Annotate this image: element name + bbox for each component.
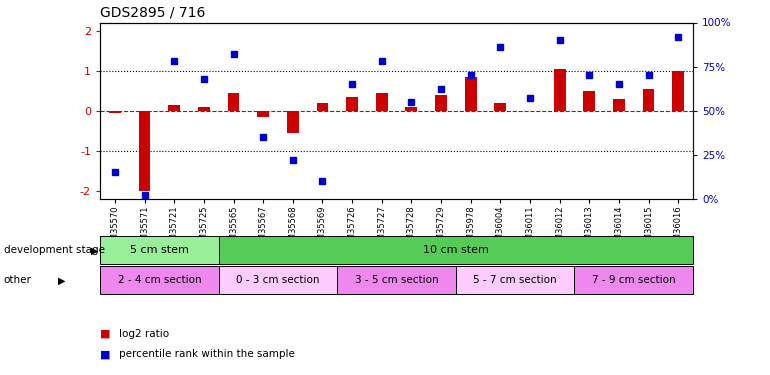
Bar xyxy=(465,76,477,111)
Bar xyxy=(219,266,337,294)
Text: 0 - 3 cm section: 0 - 3 cm section xyxy=(236,275,320,285)
Bar xyxy=(346,97,358,111)
Bar xyxy=(554,69,565,111)
Bar xyxy=(337,266,456,294)
Text: 5 cm stem: 5 cm stem xyxy=(130,245,189,255)
Bar xyxy=(456,266,574,294)
Bar xyxy=(494,103,506,111)
Bar xyxy=(139,111,150,191)
Bar xyxy=(257,111,269,117)
Text: 7 - 9 cm section: 7 - 9 cm section xyxy=(592,275,675,285)
Text: ■: ■ xyxy=(100,350,111,359)
Bar xyxy=(613,99,624,111)
Bar xyxy=(574,266,693,294)
Bar xyxy=(109,111,121,112)
Text: log2 ratio: log2 ratio xyxy=(119,329,169,339)
Text: ▶: ▶ xyxy=(58,275,65,285)
Bar xyxy=(376,93,387,111)
Bar xyxy=(169,105,180,111)
Text: GDS2895 / 716: GDS2895 / 716 xyxy=(100,6,206,20)
Text: other: other xyxy=(4,275,32,285)
Text: 3 - 5 cm section: 3 - 5 cm section xyxy=(355,275,438,285)
Bar xyxy=(228,93,239,111)
Text: 10 cm stem: 10 cm stem xyxy=(423,245,489,255)
Text: percentile rank within the sample: percentile rank within the sample xyxy=(119,350,295,359)
Text: ▶: ▶ xyxy=(91,245,99,255)
Bar xyxy=(584,91,595,111)
Bar xyxy=(219,236,693,264)
Bar xyxy=(316,103,328,111)
Text: development stage: development stage xyxy=(4,245,105,255)
Text: 2 - 4 cm section: 2 - 4 cm section xyxy=(118,275,201,285)
Bar xyxy=(100,266,219,294)
Text: ■: ■ xyxy=(100,329,111,339)
Bar xyxy=(435,94,447,111)
Bar xyxy=(100,236,219,264)
Bar xyxy=(643,88,654,111)
Bar xyxy=(406,106,417,111)
Bar xyxy=(198,106,209,111)
Text: 5 - 7 cm section: 5 - 7 cm section xyxy=(474,275,557,285)
Bar xyxy=(287,111,299,133)
Bar xyxy=(672,70,684,111)
